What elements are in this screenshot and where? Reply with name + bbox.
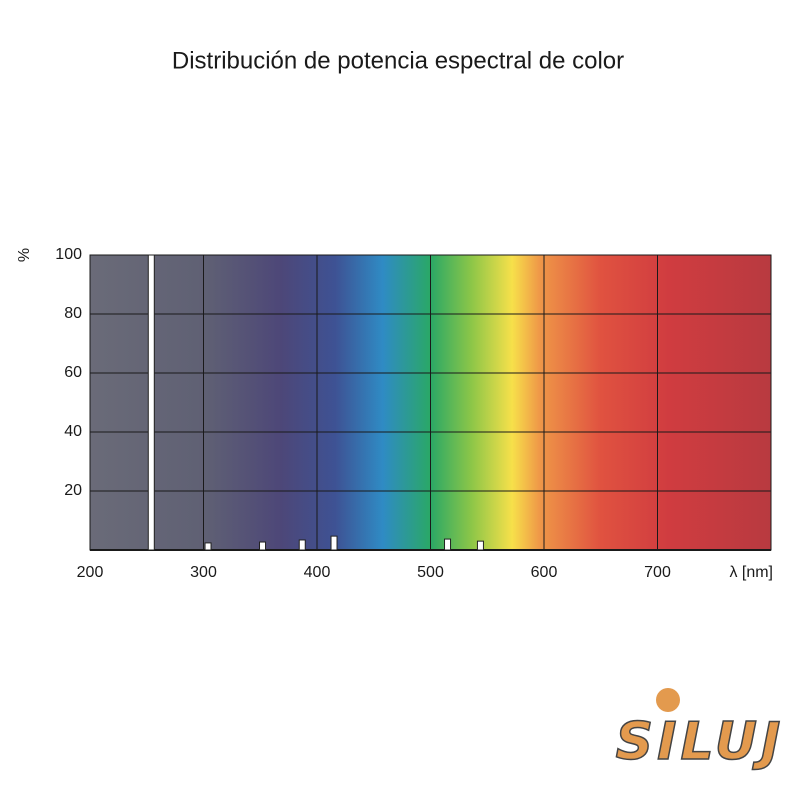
x-tick-label: 700	[644, 564, 671, 581]
bar	[298, 539, 306, 551]
logo-sun	[656, 688, 680, 712]
chart-title: Distribución de potencia espectral de co…	[172, 47, 624, 74]
y-tick-label: 40	[64, 423, 82, 440]
x-axis-label: λ [nm]	[729, 564, 773, 581]
logo: SILUJ	[616, 712, 785, 772]
bar	[204, 542, 212, 551]
bar	[444, 538, 452, 551]
bar	[330, 535, 338, 551]
x-tick-label: 600	[531, 564, 558, 581]
bar	[147, 254, 155, 551]
y-tick-label: 20	[64, 482, 82, 499]
bar	[259, 541, 267, 551]
y-tick-label: 60	[64, 364, 82, 381]
y-tick-label: 100	[55, 246, 82, 263]
y-tick-label: 80	[64, 305, 82, 322]
x-tick-label: 500	[417, 564, 444, 581]
y-axis-label: %	[16, 248, 33, 262]
x-tick-label: 300	[190, 564, 217, 581]
x-tick-label: 400	[304, 564, 331, 581]
x-tick-label: 200	[77, 564, 104, 581]
bar	[476, 540, 484, 551]
